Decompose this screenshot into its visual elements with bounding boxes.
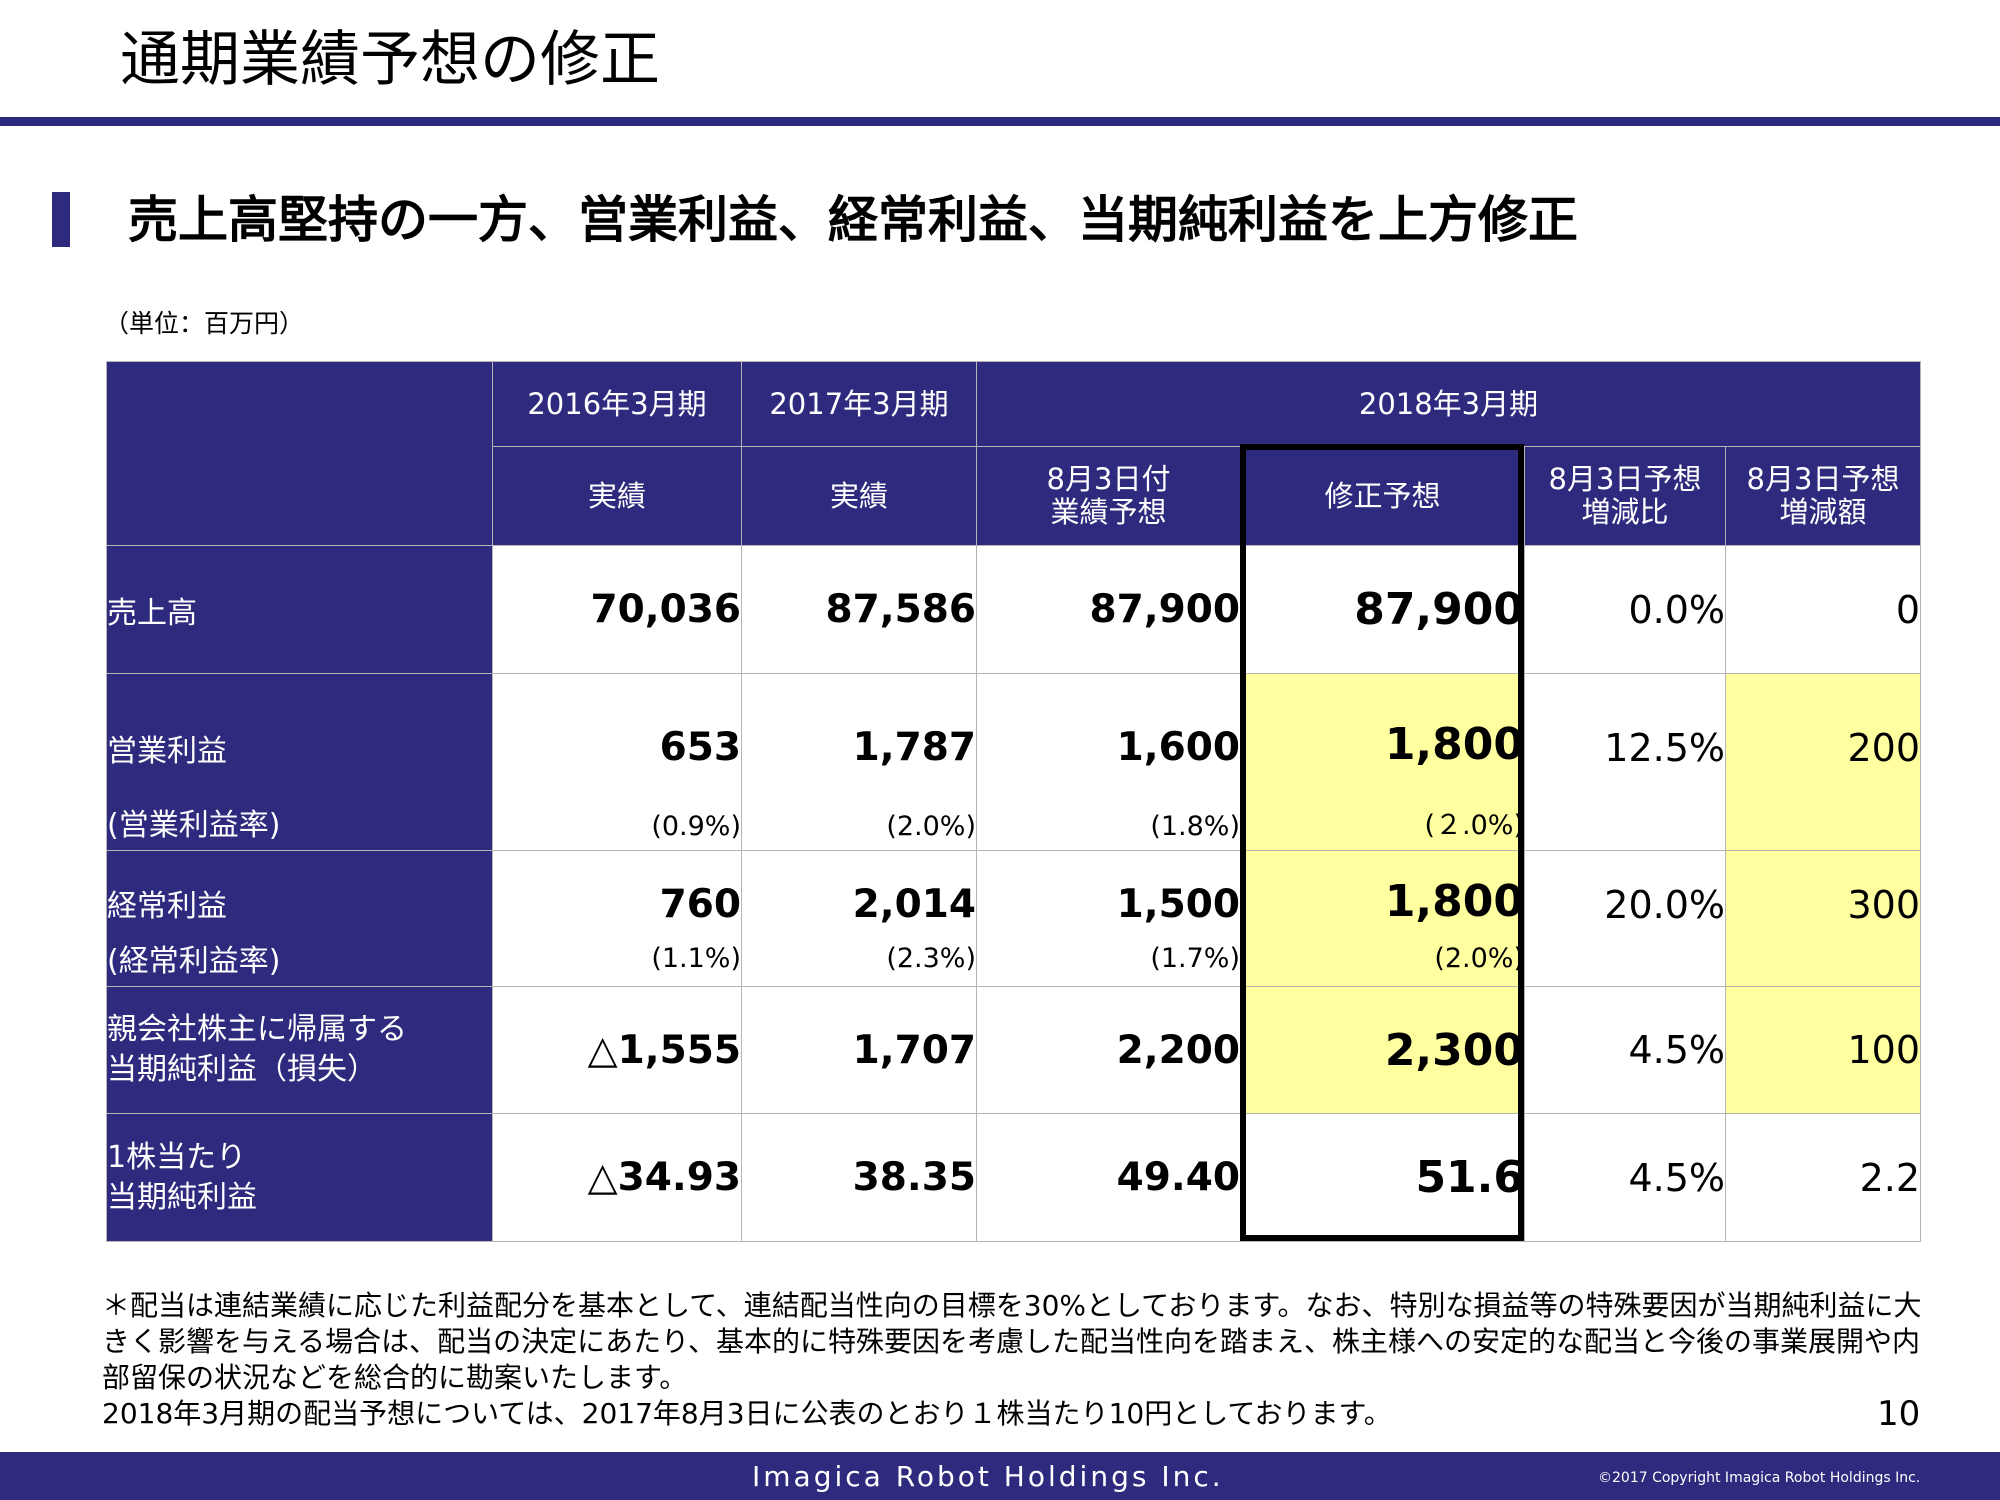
financial-forecast-table: 2016年3月期 2017年3月期 2018年3月期 実績 実績 8月3日付 業… [106, 361, 1922, 1242]
subheader-revised-forecast: 修正予想 [1240, 446, 1525, 546]
row-label-operating-margin: (営業利益率) [106, 781, 493, 851]
unit-label: （単位：百万円） [104, 309, 305, 338]
subheader-actual-2016: 実績 [492, 446, 742, 546]
operating-margin-change-amount-empty [1724, 781, 1922, 851]
sales-change-ratio: 0.0% [1524, 545, 1726, 674]
subheader-change-ratio: 8月3日予想 増減比 [1524, 446, 1726, 546]
subheader-change-amount: 8月3日予想 増減額 [1724, 446, 1922, 546]
sales-revised-forecast: 87,900 [1240, 545, 1525, 674]
footer-bar [0, 1452, 2000, 1500]
ordinary-margin-2017: (2.3%) [741, 930, 977, 987]
row-label-operating-profit: 営業利益 [106, 673, 493, 782]
net-income-revised-forecast: 2,300 [1240, 986, 1525, 1114]
header-fy2016: 2016年3月期 [492, 361, 742, 447]
net-income-2016: △1,555 [492, 986, 742, 1114]
ordinary-margin-aug3-forecast: (1.7%) [976, 930, 1241, 987]
footer-copyright: ©2017 Copyright Imagica Robot Holdings I… [1598, 1470, 1921, 1486]
subheader-actual-2017: 実績 [741, 446, 977, 546]
row-label-ordinary-margin: (経常利益率) [106, 930, 493, 987]
header-fy2018: 2018年3月期 [975, 361, 1922, 447]
row-label-ordinary-profit: 経常利益 [106, 850, 493, 931]
sales-aug3-forecast: 87,900 [976, 545, 1241, 674]
ordinary-margin-change-ratio-empty [1524, 930, 1726, 987]
ordinary-profit-change-ratio: 20.0% [1524, 850, 1726, 931]
net-income-change-ratio: 4.5% [1524, 986, 1726, 1114]
eps-2016: △34.93 [492, 1113, 742, 1242]
net-income-change-amount: 100 [1724, 986, 1922, 1114]
operating-profit-2016: 653 [492, 673, 742, 782]
revised-forecast-highlight-box [1240, 444, 1524, 1241]
eps-change-amount: 2.2 [1724, 1113, 1922, 1242]
ordinary-profit-revised-forecast: 1,800 [1240, 850, 1525, 931]
ordinary-profit-change-amount: 300 [1724, 850, 1922, 931]
subtitle-marker [52, 192, 70, 247]
row-label-eps: 1株当たり 当期純利益 [106, 1113, 493, 1242]
subheader-aug3-forecast: 8月3日付 業績予想 [976, 446, 1241, 546]
operating-margin-revised-forecast: (２.0%) [1240, 781, 1525, 851]
row-label-sales: 売上高 [106, 545, 493, 674]
title-divider [0, 117, 2000, 126]
slide-subtitle: 売上高堅持の一方、営業利益、経常利益、当期純利益を上方修正 [128, 191, 1578, 249]
eps-aug3-forecast: 49.40 [976, 1113, 1241, 1242]
operating-profit-2017: 1,787 [741, 673, 977, 782]
sales-change-amount: 0 [1724, 545, 1922, 674]
operating-profit-change-amount: 200 [1724, 673, 1922, 782]
ordinary-margin-2016: (1.1%) [492, 930, 742, 987]
footer-brand: Imagica Robot Holdings Inc. [752, 1460, 1224, 1493]
eps-2017: 38.35 [741, 1113, 977, 1242]
operating-profit-aug3-forecast: 1,600 [976, 673, 1241, 782]
header-corner [106, 361, 493, 546]
ordinary-margin-change-amount-empty [1724, 930, 1922, 987]
dividend-note: ＊配当は連結業績に応じた利益配分を基本として、連結配当性向の目標を30%としてお… [102, 1289, 1922, 1430]
eps-change-ratio: 4.5% [1524, 1113, 1726, 1242]
operating-margin-2016: (0.9%) [492, 781, 742, 851]
net-income-aug3-forecast: 2,200 [976, 986, 1241, 1114]
operating-margin-2017: (2.0%) [741, 781, 977, 851]
net-income-2017: 1,707 [741, 986, 977, 1114]
ordinary-profit-2016: 760 [492, 850, 742, 931]
page-number: 10 [1877, 1394, 1921, 1434]
operating-margin-change-ratio-empty [1524, 781, 1726, 851]
row-label-net-income: 親会社株主に帰属する 当期純利益（損失） [106, 986, 493, 1114]
slide-title: 通期業績予想の修正 [120, 25, 660, 95]
operating-profit-revised-forecast: 1,800 [1240, 673, 1525, 782]
header-fy2017: 2017年3月期 [741, 361, 977, 447]
sales-2017: 87,586 [741, 545, 977, 674]
ordinary-profit-2017: 2,014 [741, 850, 977, 931]
sales-2016: 70,036 [492, 545, 742, 674]
ordinary-profit-aug3-forecast: 1,500 [976, 850, 1241, 931]
operating-profit-change-ratio: 12.5% [1524, 673, 1726, 782]
ordinary-margin-revised-forecast: (2.0%) [1240, 930, 1525, 987]
operating-margin-aug3-forecast: (1.8%) [976, 781, 1241, 851]
